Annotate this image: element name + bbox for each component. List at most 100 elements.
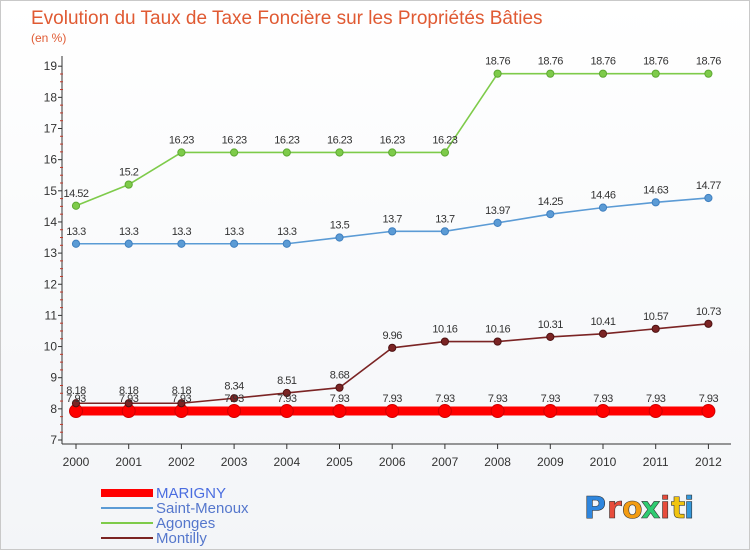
data-point: [493, 337, 502, 346]
legend-label: Saint-Menoux: [156, 500, 249, 517]
data-point: [388, 343, 397, 352]
y-tick-label: 19: [44, 59, 58, 73]
data-label: 18.76: [485, 56, 510, 68]
data-label: 13.3: [277, 226, 297, 238]
data-point: [385, 404, 400, 419]
data-point: [279, 404, 294, 419]
logo-letter: i: [660, 491, 670, 526]
data-point: [124, 399, 133, 408]
data-point: [177, 399, 186, 408]
data-label: 18.76: [643, 56, 668, 68]
data-point: [437, 404, 452, 419]
data-point: [388, 227, 397, 236]
data-label: 16.23: [327, 134, 352, 146]
data-point: [177, 148, 186, 157]
data-label: 16.23: [274, 134, 299, 146]
data-label: 13.3: [172, 226, 192, 238]
x-tick-label: 2004: [273, 455, 300, 469]
data-label: 8.18: [172, 385, 192, 397]
data-point: [282, 388, 291, 398]
data-label: 7.93: [593, 393, 613, 405]
data-point: [651, 198, 660, 207]
data-label: 7.93: [119, 393, 139, 405]
x-tick-label: 2007: [432, 455, 459, 469]
data-label: 7.93: [66, 393, 86, 405]
data-point: [227, 404, 242, 419]
data-point: [124, 239, 133, 248]
data-label: 18.76: [696, 56, 721, 68]
data-point: [335, 148, 344, 157]
data-labels: 7.93 7.93 7.93 7.93 7.93 7.93 7.93 7.93 7.93 7.93…: [63, 56, 721, 405]
legend-label: Montilly: [156, 530, 207, 547]
y-tick-label: 7: [50, 433, 57, 447]
data-point: [598, 69, 608, 78]
y-tick-label: 18: [44, 90, 58, 104]
data-label: 16.23: [222, 134, 247, 146]
data-label: 7.93: [382, 393, 402, 405]
data-label: 7.93: [699, 393, 719, 405]
data-point: [704, 69, 713, 78]
logo-letter: o: [622, 491, 643, 526]
data-point: [440, 227, 449, 236]
data-point: [230, 239, 239, 248]
data-point: [71, 239, 81, 248]
data-point: [648, 404, 663, 419]
x-tick-label: 2012: [695, 455, 722, 469]
data-point: [704, 193, 713, 203]
data-point: [71, 399, 81, 408]
data-label: 14.63: [643, 184, 668, 196]
data-label: 10.41: [590, 316, 615, 328]
x-tick-label: 2002: [168, 455, 195, 469]
data-label: 14.46: [590, 190, 615, 202]
x-tick-label: 2009: [537, 455, 564, 469]
data-label: 10.16: [485, 324, 510, 336]
data-label: 7.93: [277, 393, 297, 405]
data-point: [230, 394, 239, 403]
x-tick-label: 2001: [115, 455, 142, 469]
data-label: 15.2: [119, 167, 139, 179]
data-label: 8.18: [66, 385, 86, 397]
data-point: [230, 148, 239, 157]
y-tick-labels: 7 8 9 10 11 12 13 14 15 16 17 18 19: [44, 59, 63, 447]
logo-letter: x: [641, 491, 660, 526]
x-tick-labels: 2000 2001 2002 2003 2004 2005 2006 2007 2008 2009…: [63, 444, 722, 469]
data-point: [543, 404, 558, 419]
data-label: 18.76: [538, 56, 563, 68]
data-label: 10.57: [643, 311, 668, 323]
data-point: [440, 148, 449, 157]
data-point: [546, 332, 555, 341]
data-label: 8.51: [277, 375, 297, 387]
data-label: 10.16: [432, 324, 457, 336]
data-label: 13.97: [485, 205, 510, 217]
data-label: 13.3: [66, 226, 86, 238]
y-tick-label: 13: [44, 246, 58, 260]
y-tick-label: 16: [44, 153, 58, 167]
data-point: [332, 404, 347, 419]
data-point: [493, 69, 502, 78]
data-label: 7.93: [488, 393, 508, 405]
data-label: 7.93: [541, 393, 561, 405]
chart-title: Evolution du Taux de Taxe Foncière sur l…: [31, 8, 543, 29]
data-label: 7.93: [435, 393, 455, 405]
y-tick-label: 10: [44, 340, 58, 354]
data-point: [651, 324, 660, 333]
data-label: 10.73: [696, 306, 721, 318]
data-label: 9.96: [382, 330, 402, 342]
data-label: 7.93: [646, 393, 666, 405]
y-tick-label: 14: [44, 215, 58, 229]
logo-letter: P: [584, 491, 606, 526]
data-point: [596, 404, 610, 419]
data-point: [493, 218, 502, 227]
data-point: [598, 203, 608, 212]
data-point: [388, 148, 397, 157]
x-tick-label: 2005: [326, 455, 353, 469]
data-label: 7.93: [330, 393, 350, 405]
data-label: 7.93: [172, 393, 192, 405]
x-tick-label: 2006: [379, 455, 406, 469]
data-label: 13.3: [224, 226, 244, 238]
data-point: [335, 383, 344, 392]
y-tick-label: 11: [45, 308, 58, 322]
